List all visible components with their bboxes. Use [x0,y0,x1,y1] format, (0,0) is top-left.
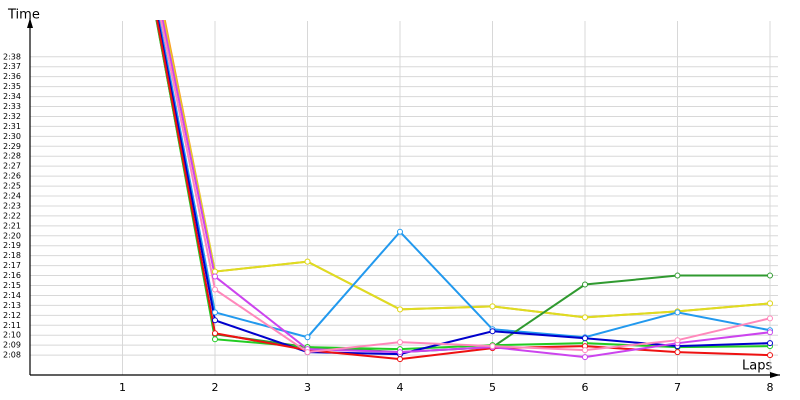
y-axis-arrow [27,18,33,28]
data-point [767,329,773,336]
data-point [674,349,681,356]
y-tick-label: 2:09 [3,341,21,350]
y-tick-label: 2:20 [3,231,21,240]
y-tick-label: 2:30 [3,132,21,141]
data-point [212,336,218,343]
data-point [397,339,403,346]
data-point [489,343,496,350]
data-point [767,272,773,279]
data-point [212,268,218,275]
plot-area [155,20,773,363]
y-tick-label: 2:32 [3,112,21,121]
y-tick-label: 2:33 [3,102,21,111]
data-point [212,309,218,316]
y-tick-label: 2:11 [3,321,21,330]
y-tick-label: 2:22 [3,211,21,220]
data-point [304,334,311,341]
data-point [767,300,773,307]
y-tick-label: 2:35 [3,82,21,91]
x-tick-label: 5 [489,381,496,394]
y-tick-label: 2:31 [3,122,21,131]
series-line [156,20,771,356]
y-tick-label: 2:17 [3,261,21,270]
data-point [212,330,218,337]
y-tick-label: 2:37 [3,62,21,71]
series-line [162,20,771,319]
x-tick-label: 4 [397,381,404,394]
series-line [163,20,771,319]
data-point [397,306,403,313]
data-point [674,309,681,316]
y-tick-label: 2:27 [3,162,21,171]
x-tick-label: 6 [582,381,589,394]
series-line [155,20,771,351]
data-point [582,281,588,288]
data-point [489,328,496,335]
data-point [767,352,773,359]
data-point [767,340,773,347]
y-tick-label: 2:28 [3,152,21,161]
x-tick-label: 3 [304,381,311,394]
y-tick-label: 2:24 [3,192,21,201]
y-tick-label: 2:13 [3,301,21,310]
data-point [212,317,218,324]
data-point [674,272,681,279]
data-point [767,315,773,322]
x-tick-label: 1 [119,381,126,394]
data-point [582,314,588,321]
y-tick-label: 2:23 [3,201,21,210]
data-point [397,356,403,363]
data-point [582,335,588,342]
data-point [212,286,218,293]
series-line [159,20,771,354]
series-line [156,20,771,361]
data-point [212,273,218,280]
y-tick-label: 2:16 [3,271,21,280]
data-point [489,303,496,310]
x-axis-arrow [770,372,780,378]
y-tick-label: 2:26 [3,172,21,181]
y-tick-label: 2:21 [3,221,21,230]
x-tick-label: 8 [767,381,774,394]
x-axis-label: Laps [742,359,772,374]
y-axis-label: Time [7,8,40,23]
data-point [582,347,588,354]
y-tick-label: 2:34 [3,92,21,101]
data-point [397,228,403,235]
x-tick-label: 7 [674,381,681,394]
y-tick-label: 2:14 [3,291,21,300]
y-tick-label: 2:15 [3,281,21,290]
y-tick-label: 2:29 [3,142,21,151]
y-tick-label: 2:19 [3,241,21,250]
y-tick-label: 2:08 [3,351,21,360]
y-tick-label: 2:38 [3,52,21,61]
data-point [674,337,681,344]
data-point [397,349,403,356]
y-tick-label: 2:10 [3,331,21,340]
y-tick-label: 2:12 [3,311,21,320]
x-tick-label: 2 [212,381,219,394]
y-tick-label: 2:36 [3,72,21,81]
series-line [161,20,771,359]
y-tick-label: 2:25 [3,182,21,191]
y-tick-label: 2:18 [3,251,21,260]
data-point [304,349,311,356]
series-line [158,20,771,339]
data-point [304,258,311,265]
data-point [582,354,588,361]
